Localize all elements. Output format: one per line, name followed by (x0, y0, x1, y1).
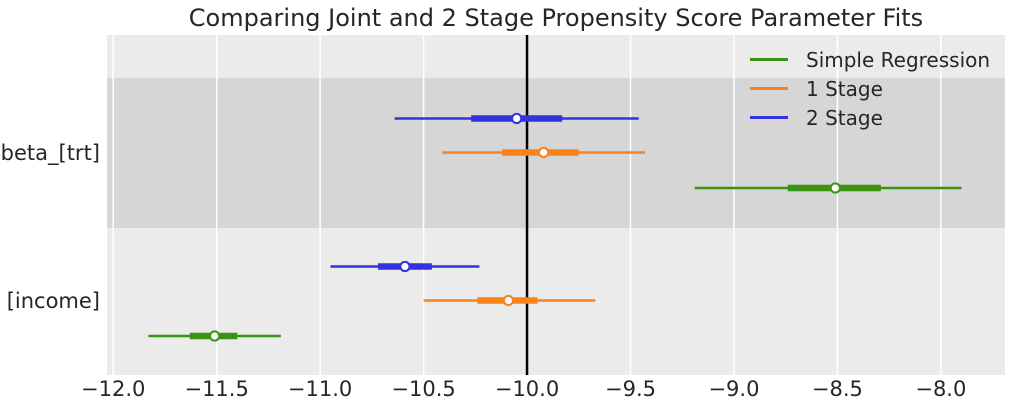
x-tick-label-−8.5: −8.5 (811, 377, 863, 401)
point-estimate-2-stage-betatrt (511, 112, 523, 125)
x-tick-label-−10.5: −10.5 (391, 377, 456, 401)
x-tick-label-−9.0: −9.0 (708, 377, 760, 401)
point-estimate-simple-regression-income (208, 330, 221, 342)
legend: Simple Regression 1 Stage 2 Stage (750, 45, 990, 132)
legend-label: Simple Regression (806, 47, 991, 72)
y-tick-label-betatrt: beta_[trt] (0, 140, 100, 165)
legend-label: 2 Stage (806, 105, 883, 130)
chart-title: Comparing Joint and 2 Stage Propensity S… (188, 4, 924, 32)
point-estimate-simple-regression-betatrt (829, 182, 841, 194)
y-tick-label-income: [income] (6, 288, 100, 313)
legend-item-1-stage: 1 Stage (750, 74, 990, 103)
legend-line-swatch (750, 58, 788, 61)
x-tick-label-−9.5: −9.5 (604, 377, 656, 401)
x-tick-label-−10.0: −10.0 (494, 377, 560, 401)
legend-item-2-stage: 2 Stage (750, 103, 990, 132)
legend-line-swatch (750, 87, 788, 90)
point-estimate-1-stage-income (502, 294, 515, 307)
x-tick-label-−12.0: −12.0 (81, 377, 146, 401)
x-tick-label-−11.5: −11.5 (184, 377, 249, 401)
legend-label: 1 Stage (806, 76, 883, 101)
legend-item-simple-regression: Simple Regression (750, 45, 990, 74)
point-estimate-1-stage-betatrt (537, 146, 550, 159)
x-tick-label-−8.0: −8.0 (915, 377, 967, 401)
point-estimate-2-stage-income (399, 260, 411, 273)
legend-line-swatch (750, 116, 788, 119)
x-tick-label-−11.0: −11.0 (287, 377, 353, 401)
